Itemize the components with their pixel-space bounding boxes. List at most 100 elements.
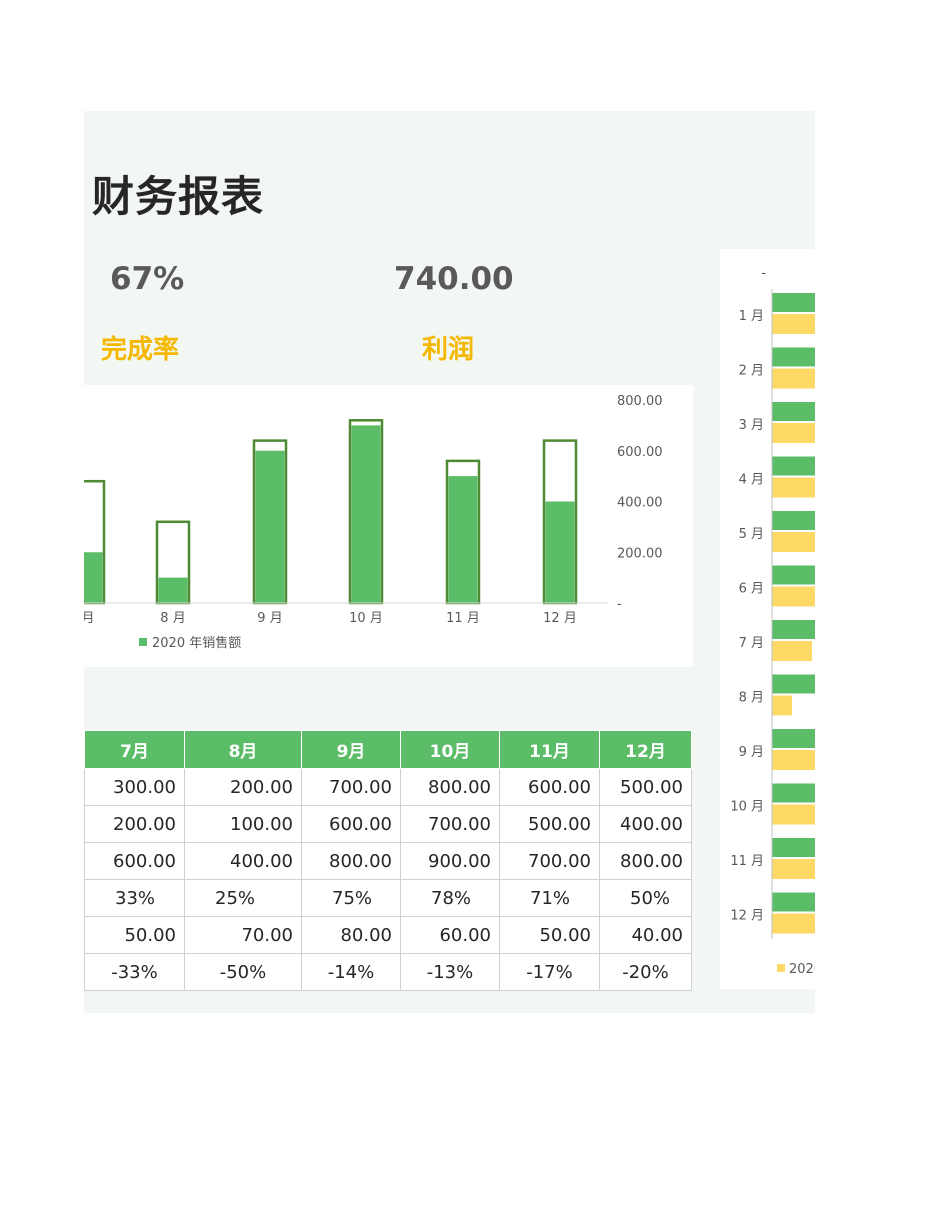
yearly-comparison-chart-svg: - 1 月 2 月 3 月 4 月 5 月 6 月 7 月 8 月 9 月 10 月 11 月 12 月…: [730, 266, 815, 977]
table-cell: 71%: [499, 879, 600, 917]
completion-rate-value: 67%: [110, 261, 185, 297]
sales-bar: [545, 501, 575, 603]
table-header-cell: 8月: [184, 730, 302, 769]
table-cell: 500.00: [599, 768, 692, 806]
comparison-bar: [772, 293, 815, 312]
report-title: 财务报表: [92, 172, 265, 221]
profit-value: 740.00: [394, 261, 514, 297]
monthly-sales-chart-svg: 月 8 月 9 月 10 月 11 月 12 月 800.00 600.00 400.00 200…: [84, 394, 663, 651]
table-cell: 50.00: [84, 916, 185, 954]
comparison-bar: [772, 674, 815, 694]
table-cell: 600.00: [301, 805, 401, 843]
x-axis-tick-label: 11 月: [446, 611, 480, 626]
table-cell: 300.00: [84, 768, 185, 806]
sales-bar: [158, 577, 188, 603]
table-cell: 700.00: [499, 842, 600, 880]
table-row: -33% -50% -14% -13% -17% -20%: [84, 953, 692, 991]
x-axis-tick-label: 9 月: [257, 611, 282, 626]
comparison-bar-2020: [772, 641, 812, 661]
comparison-bar-2020: [772, 532, 815, 552]
comparison-bar-2020: [772, 695, 792, 716]
table-cell: -13%: [400, 953, 500, 991]
table-cell: 100.00: [184, 805, 302, 843]
comparison-bar-2020: [772, 804, 815, 825]
table-header-cell: 10月: [400, 730, 500, 769]
table-cell: 900.00: [400, 842, 500, 880]
table-row: 200.00 100.00 600.00 700.00 500.00 400.00: [84, 805, 692, 843]
table-cell: 800.00: [599, 842, 692, 880]
y-axis-month-label: 9 月: [739, 745, 764, 760]
y-axis-tick-label: 800.00: [617, 394, 663, 409]
table-cell: -33%: [84, 953, 185, 991]
table-cell: 800.00: [400, 768, 500, 806]
y-axis-month-label: 4 月: [739, 473, 764, 488]
sales-bar: [351, 425, 381, 603]
table-cell: 700.00: [400, 805, 500, 843]
comparison-bar: [772, 565, 815, 585]
monthly-data-table-wrap: 7月 8月 9月 10月 11月 12月 300.00 200.00 700.00 800.00…: [84, 730, 692, 991]
table-cell: -14%: [301, 953, 401, 991]
y-axis-month-label: 5 月: [739, 527, 764, 542]
table-cell: 70.00: [184, 916, 302, 954]
x-axis-tick-label: 月: [84, 611, 95, 626]
comparison-bar-2020: [772, 750, 815, 770]
legend-swatch-2020: [777, 964, 785, 972]
comparison-bar-2020: [772, 913, 815, 934]
table-body: 300.00 200.00 700.00 800.00 600.00 500.00 200.…: [84, 768, 692, 991]
table-cell: 60.00: [400, 916, 500, 954]
legend-label: 2020 年销售额: [152, 635, 241, 651]
comparison-bar-2020: [772, 586, 815, 607]
y-axis-tick-label: 600.00: [617, 445, 663, 460]
comparison-bar: [772, 838, 815, 857]
comparison-bar: [772, 729, 815, 748]
table-cell: 33%: [84, 879, 185, 917]
sales-bar: [448, 476, 478, 603]
table-cell: 75%: [301, 879, 401, 917]
monthly-data-table: 7月 8月 9月 10月 11月 12月 300.00 200.00 700.00 800.00…: [84, 730, 692, 991]
table-header-cell: 9月: [301, 730, 401, 769]
table-cell: 50.00: [499, 916, 600, 954]
comparison-bar: [772, 347, 815, 367]
monthly-sales-chart: 月 8 月 9 月 10 月 11 月 12 月 800.00 600.00 400.00 200…: [84, 385, 693, 667]
table-header-cell: 12月: [599, 730, 692, 769]
table-cell: 800.00: [301, 842, 401, 880]
comparison-bar-2020: [772, 477, 815, 498]
table-cell: 200.00: [84, 805, 185, 843]
y-axis-month-label: 7 月: [739, 636, 764, 651]
profit-label: 利润: [422, 335, 475, 365]
sales-bar: [255, 450, 285, 603]
sales-bar: [84, 552, 103, 603]
table-cell: 80.00: [301, 916, 401, 954]
comparison-bar: [772, 456, 815, 476]
table-cell: 40.00: [599, 916, 692, 954]
x-axis-tick-label: 10 月: [349, 611, 383, 626]
comparison-bar-2020: [772, 423, 815, 443]
table-cell: 78%: [400, 879, 500, 917]
comparison-bar-2020: [772, 368, 815, 389]
table-cell: 600.00: [499, 768, 600, 806]
table-cell: 50%: [599, 879, 692, 917]
legend-swatch: [139, 638, 147, 646]
table-row: 600.00 400.00 800.00 900.00 700.00 800.00: [84, 842, 692, 880]
y-axis-month-label: 2 月: [739, 364, 764, 379]
table-cell: 500.00: [499, 805, 600, 843]
table-cell: 700.00: [301, 768, 401, 806]
y-axis-month-label: 8 月: [739, 691, 764, 706]
comparison-bar: [772, 620, 815, 639]
x-axis-tick-label: 8 月: [160, 611, 185, 626]
y-axis-month-label: 1 月: [739, 309, 764, 324]
table-cell: 200.00: [184, 768, 302, 806]
y-axis-month-label: 12 月: [730, 909, 764, 924]
table-header-cell: 11月: [499, 730, 600, 769]
report-sheet: 财务报表 67% 完成率 740.00 利润 月 8 月 9 月 10 月 11 月 12…: [84, 111, 815, 1013]
completion-rate-label: 完成率: [101, 335, 180, 365]
table-row: 300.00 200.00 700.00 800.00 600.00 500.00: [84, 768, 692, 806]
comparison-bar-2020: [772, 859, 815, 879]
table-cell: 600.00: [84, 842, 185, 880]
table-header-row: 7月 8月 9月 10月 11月 12月: [84, 730, 692, 769]
yearly-comparison-chart: - 1 月 2 月 3 月 4 月 5 月 6 月 7 月 8 月 9 月 10 月 11 月 12 月…: [720, 249, 815, 989]
y-axis-tick-label: 400.00: [617, 496, 663, 511]
table-row: 50.00 70.00 80.00 60.00 50.00 40.00: [84, 916, 692, 954]
y-axis-month-label: 10 月: [730, 800, 764, 815]
legend-label-2020: 2020: [789, 962, 815, 977]
